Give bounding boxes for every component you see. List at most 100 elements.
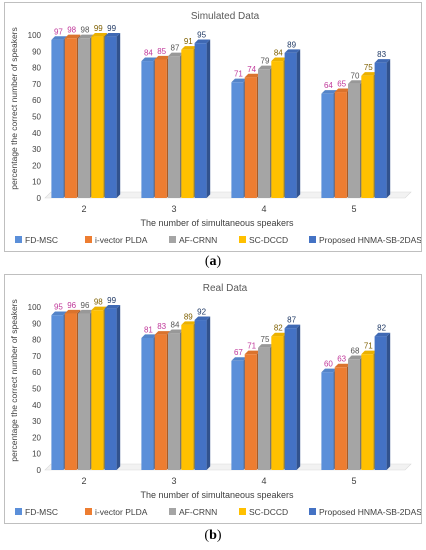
data-label: 89	[287, 40, 296, 49]
bar-top	[374, 59, 391, 63]
legend-swatch	[15, 236, 22, 243]
y-tick-label: 30	[32, 145, 41, 154]
legend-label: AF-CRNN	[179, 507, 217, 517]
legend-swatch	[169, 236, 176, 243]
bar	[168, 329, 184, 470]
bar-top	[181, 46, 197, 50]
y-tick-label: 100	[28, 31, 42, 40]
data-label: 65	[337, 79, 346, 88]
bar-top	[51, 36, 67, 40]
bar-top	[168, 52, 184, 57]
bar-top	[244, 350, 261, 355]
legend-label: i-vector PLDA	[95, 235, 148, 245]
legend-label: Proposed HNMA-SB-2DASRP	[319, 507, 421, 517]
bar-front	[374, 62, 387, 199]
bar-top	[334, 88, 351, 93]
bar-front	[231, 360, 244, 470]
chart-panel-simulated: Simulated Data 0 10 20 30 40 50 60 70 80 90 100 perc…	[4, 2, 422, 252]
bar-front	[141, 337, 154, 470]
legend-entry: i-vector PLDA	[85, 507, 148, 517]
bar-front	[361, 75, 374, 198]
data-label: 83	[157, 322, 166, 331]
bar-top	[78, 309, 94, 314]
data-label: 96	[81, 301, 90, 310]
y-tick-label: 80	[32, 336, 41, 345]
data-label: 67	[234, 348, 243, 357]
data-label: 74	[247, 65, 256, 74]
bar	[271, 57, 287, 199]
bar	[154, 331, 171, 470]
y-tick-label: 100	[28, 303, 42, 312]
bar-front	[271, 336, 284, 470]
bar-top	[258, 65, 274, 70]
legend-entry: SC-DCCD	[239, 507, 288, 517]
y-tick-label: 40	[32, 129, 41, 138]
bar-front	[258, 347, 270, 470]
bar-front	[244, 77, 257, 198]
bar	[231, 78, 247, 198]
bar-front	[321, 93, 334, 198]
bar	[64, 34, 81, 199]
x-tick-label: 4	[261, 476, 266, 486]
data-label: 71	[364, 342, 373, 351]
bar-front	[348, 359, 360, 470]
y-tick-label: 0	[37, 466, 42, 475]
legend-swatch	[309, 236, 316, 243]
bar-front	[284, 328, 297, 470]
bar	[258, 344, 274, 470]
bar	[64, 309, 81, 470]
bar	[244, 73, 261, 198]
bar-front	[168, 333, 180, 470]
bar	[104, 305, 121, 470]
data-label: 98	[81, 26, 90, 35]
y-axis-label: percentage the correct number of speaker…	[9, 27, 19, 190]
legend-swatch	[239, 236, 246, 243]
y-tick-label: 80	[32, 64, 41, 73]
y-tick-label: 50	[32, 113, 41, 122]
bar-side	[116, 305, 121, 470]
chart-title: Simulated Data	[191, 11, 260, 22]
bar	[374, 332, 391, 470]
bar	[141, 57, 157, 199]
simulated-data-chart: Simulated Data 0 10 20 30 40 50 60 70 80 90 100 perc…	[9, 11, 421, 245]
y-tick-label: 30	[32, 417, 41, 426]
legend-label: Proposed HNMA-SB-2DASRP	[319, 235, 421, 245]
data-label: 71	[234, 70, 243, 79]
y-tick-label: 0	[37, 194, 42, 203]
bar-front	[334, 92, 347, 198]
x-tick-label: 3	[171, 204, 176, 214]
legend-label: FD-MSC	[25, 235, 58, 245]
bar-front	[78, 38, 90, 199]
legend-swatch	[85, 236, 92, 243]
y-tick-label: 60	[32, 368, 41, 377]
x-tick-label: 2	[81, 204, 86, 214]
chart-title: Real Data	[203, 283, 248, 294]
y-tick-label: 60	[32, 96, 41, 105]
bar	[284, 324, 301, 470]
bar-side	[296, 49, 301, 198]
legend-entry: FD-MSC	[15, 235, 58, 245]
bar-side	[296, 324, 301, 470]
legend-entry: FD-MSC	[15, 507, 58, 517]
bar-top	[284, 49, 301, 53]
bar-side	[386, 332, 391, 470]
bar-top	[168, 329, 184, 334]
bar-top	[91, 33, 107, 37]
bar-top	[284, 324, 301, 329]
bar	[348, 80, 364, 198]
data-label: 71	[247, 342, 256, 351]
x-tick-label: 5	[351, 204, 356, 214]
chart-panel-real: Real Data 0 10 20 30 40 50 60 70 80 90 100 percentag…	[4, 274, 422, 524]
real-data-chart: Real Data 0 10 20 30 40 50 60 70 80 90 100 percentag…	[9, 283, 421, 517]
bar-side	[206, 39, 211, 198]
bar	[348, 355, 364, 470]
bar-top	[321, 368, 337, 373]
bar-front	[334, 367, 347, 470]
x-tick-label: 3	[171, 476, 176, 486]
bar	[181, 46, 197, 198]
bar-front	[194, 320, 207, 470]
legend-entry: SC-DCCD	[239, 235, 288, 245]
bar-front	[258, 69, 270, 198]
bar-top	[104, 305, 121, 309]
legend-entry: AF-CRNN	[169, 507, 217, 517]
